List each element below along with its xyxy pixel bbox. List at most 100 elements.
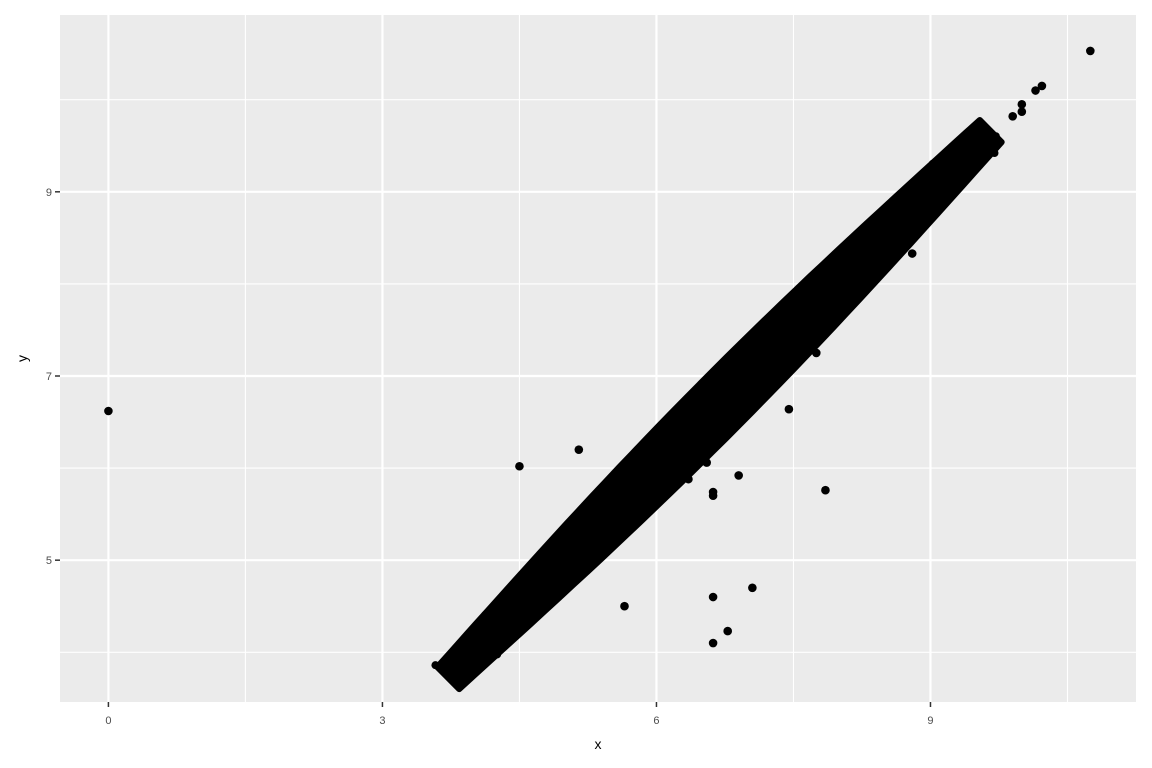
band-point xyxy=(678,427,687,436)
data-point xyxy=(620,601,629,611)
band-point xyxy=(560,572,569,581)
data-point xyxy=(821,485,830,495)
band-point xyxy=(510,622,519,631)
data-point xyxy=(574,445,584,454)
band-point xyxy=(928,159,937,168)
x-tick-label: 0 xyxy=(105,715,111,727)
data-point xyxy=(980,132,990,141)
x-tick-label: 6 xyxy=(653,715,659,727)
y-tick-label: 9 xyxy=(46,187,52,199)
data-point xyxy=(684,474,693,484)
band-point xyxy=(630,460,639,469)
band-point xyxy=(493,650,502,659)
band-point xyxy=(991,132,1000,141)
band-point xyxy=(876,243,885,252)
band-point xyxy=(563,538,572,547)
band-point xyxy=(892,232,901,241)
data-point xyxy=(784,404,794,414)
band-point xyxy=(729,360,738,369)
band-point xyxy=(675,461,684,470)
data-point xyxy=(708,491,718,501)
data-point xyxy=(812,348,821,358)
band-point xyxy=(595,516,604,525)
band-point xyxy=(810,304,819,313)
band-point xyxy=(762,338,771,347)
data-point xyxy=(542,544,552,554)
band-point xyxy=(861,237,870,246)
band-point xyxy=(744,366,753,375)
band-point xyxy=(709,421,718,430)
x-axis-title: x xyxy=(595,736,602,752)
band-point xyxy=(696,399,705,408)
band-point xyxy=(728,377,737,386)
band-point xyxy=(576,561,585,570)
band-point xyxy=(775,360,784,369)
band-point xyxy=(513,588,522,597)
band-point xyxy=(462,655,471,664)
band-point xyxy=(794,315,803,324)
band-point xyxy=(481,611,490,620)
band-point xyxy=(990,149,999,158)
band-point xyxy=(759,371,768,380)
band-point xyxy=(940,199,949,208)
x-tick-label: 3 xyxy=(379,715,385,727)
band-point xyxy=(642,500,651,509)
band-point xyxy=(694,416,703,425)
band-point xyxy=(645,466,654,475)
band-point xyxy=(874,260,883,269)
band-point xyxy=(879,209,888,218)
band-point xyxy=(942,182,951,191)
band-point xyxy=(561,555,570,564)
data-point xyxy=(1017,100,1027,109)
data-point xyxy=(723,626,733,636)
band-point xyxy=(542,600,551,609)
data-point xyxy=(748,583,757,593)
band-point xyxy=(725,410,734,419)
data-point xyxy=(708,592,718,602)
band-point xyxy=(809,321,818,330)
band-point xyxy=(908,221,917,230)
band-point xyxy=(659,472,668,481)
band-point xyxy=(661,455,670,464)
band-point xyxy=(927,176,936,185)
band-point xyxy=(710,405,719,414)
band-point xyxy=(791,349,800,358)
band-point xyxy=(829,260,838,269)
band-point xyxy=(545,566,554,575)
band-point xyxy=(662,438,671,447)
band-point xyxy=(891,249,900,258)
band-point xyxy=(512,605,521,614)
band-point xyxy=(497,599,506,608)
band-point xyxy=(596,499,605,508)
band-point xyxy=(646,449,655,458)
band-point xyxy=(580,510,589,519)
band-point xyxy=(858,271,867,280)
band-point xyxy=(530,560,539,569)
band-point xyxy=(460,672,469,681)
band-point xyxy=(776,343,785,352)
band-point xyxy=(677,444,686,453)
band-point xyxy=(610,522,619,531)
data-point xyxy=(1037,81,1047,91)
band-point xyxy=(924,210,933,219)
band-point xyxy=(680,410,689,419)
data-point xyxy=(540,577,550,587)
band-point xyxy=(778,327,787,336)
band-point xyxy=(842,282,851,291)
band-point xyxy=(958,171,967,180)
band-point xyxy=(693,433,702,442)
data-point xyxy=(1031,86,1040,95)
band-point xyxy=(943,165,952,174)
band-point xyxy=(779,310,788,319)
data-point xyxy=(1008,112,1017,121)
data-point xyxy=(515,461,524,471)
data-point xyxy=(702,458,711,467)
band-point xyxy=(926,193,935,202)
x-tick-label: 9 xyxy=(927,715,933,727)
data-point xyxy=(1017,107,1027,116)
band-point xyxy=(611,505,620,514)
band-point xyxy=(727,394,736,403)
band-point xyxy=(495,616,504,625)
data-point xyxy=(104,406,113,416)
band-point xyxy=(692,449,701,458)
